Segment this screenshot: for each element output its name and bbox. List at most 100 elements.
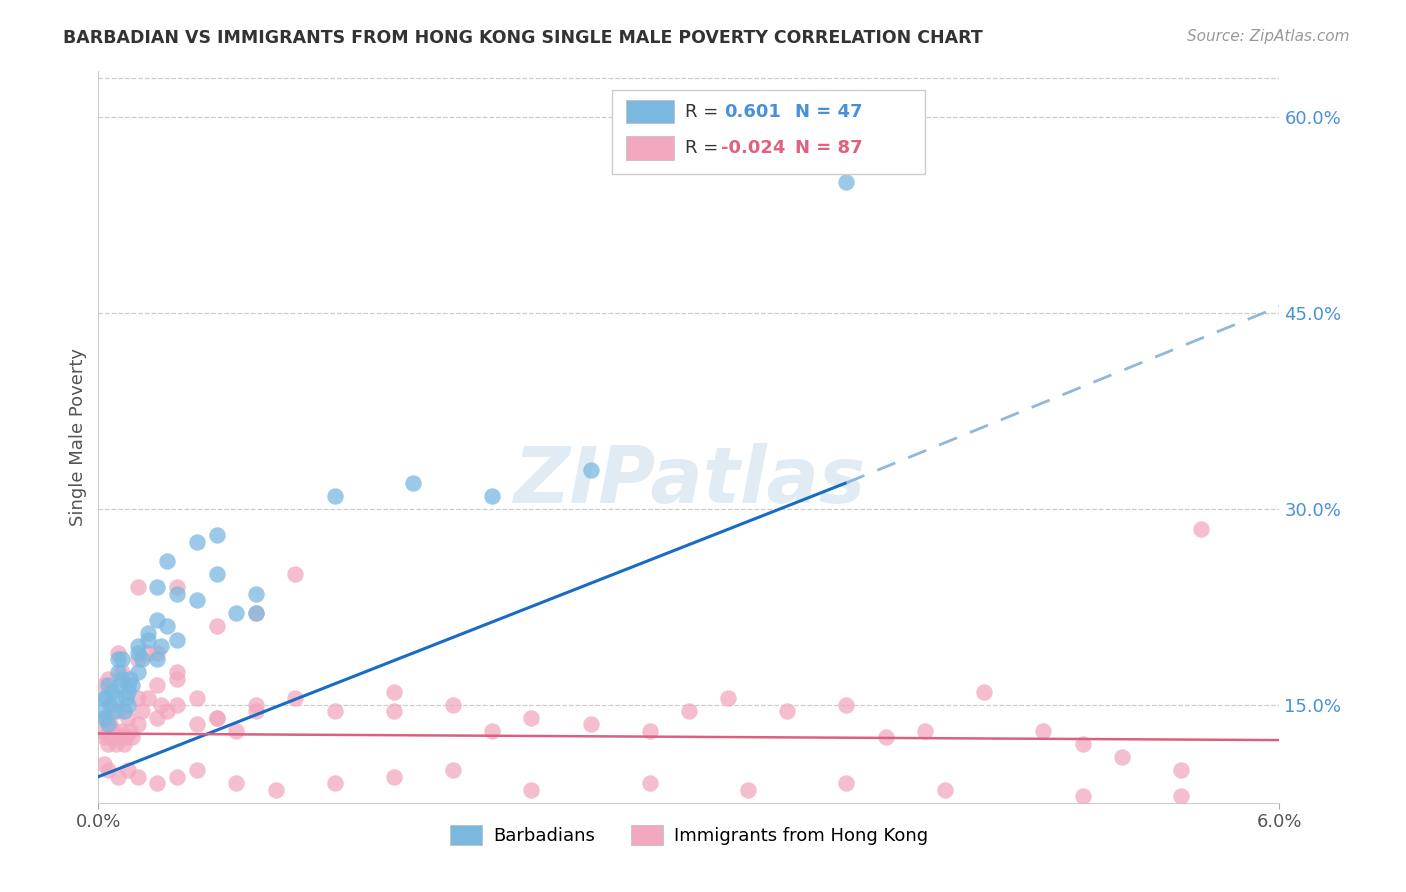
Point [97, 763, 120, 777]
Point [136, 626, 159, 640]
Point [186, 691, 208, 706]
Point [579, 463, 602, 477]
Point [382, 705, 405, 719]
Point [973, 685, 995, 699]
Point [934, 782, 956, 797]
Point [402, 475, 425, 490]
Point [579, 717, 602, 731]
Text: N = 87: N = 87 [796, 139, 863, 157]
Point [146, 776, 169, 790]
Point [284, 567, 307, 582]
Point [93, 731, 115, 745]
Point [225, 607, 247, 621]
Point [118, 723, 141, 738]
Point [105, 737, 128, 751]
Text: Source: ZipAtlas.com: Source: ZipAtlas.com [1187, 29, 1350, 44]
Point [520, 711, 543, 725]
Point [150, 698, 173, 712]
Point [776, 705, 799, 719]
Point [107, 770, 129, 784]
Point [835, 175, 858, 189]
Point [225, 723, 247, 738]
Point [97, 672, 120, 686]
Point [166, 580, 188, 594]
Point [127, 665, 149, 680]
Point [127, 646, 149, 660]
Point [91, 723, 114, 738]
Point [105, 691, 128, 706]
Point [121, 678, 143, 692]
Point [441, 763, 464, 777]
Point [225, 776, 247, 790]
Point [717, 691, 740, 706]
Point [108, 731, 131, 745]
Text: -0.024: -0.024 [721, 139, 785, 157]
Point [127, 652, 149, 666]
Text: ZIPatlas: ZIPatlas [513, 443, 865, 519]
Point [146, 646, 169, 660]
Point [146, 678, 169, 692]
Point [115, 731, 138, 745]
Point [146, 711, 169, 725]
Point [115, 691, 138, 706]
Point [323, 776, 346, 790]
Point [520, 782, 543, 797]
Point [111, 723, 134, 738]
Point [1189, 521, 1212, 535]
Point [107, 652, 129, 666]
Point [136, 691, 159, 706]
Point [101, 685, 124, 699]
Point [875, 731, 897, 745]
Point [156, 705, 179, 719]
Point [638, 776, 661, 790]
Point [678, 705, 700, 719]
Text: N = 47: N = 47 [796, 103, 863, 120]
Point [97, 717, 120, 731]
Point [118, 672, 141, 686]
Point [107, 646, 129, 660]
Point [112, 705, 135, 719]
Point [111, 665, 134, 680]
Point [186, 717, 208, 731]
Point [107, 665, 129, 680]
Text: 0.601: 0.601 [724, 103, 782, 120]
Point [245, 698, 267, 712]
Point [323, 489, 346, 503]
Point [136, 632, 159, 647]
Point [146, 580, 169, 594]
Text: R =: R = [685, 103, 718, 120]
Point [245, 607, 267, 621]
Point [1170, 789, 1192, 804]
Point [245, 705, 267, 719]
Point [1111, 750, 1133, 764]
Point [835, 776, 858, 790]
Point [117, 711, 139, 725]
Point [205, 711, 228, 725]
Point [205, 528, 228, 542]
Point [131, 652, 153, 666]
Point [323, 705, 346, 719]
Legend: Barbadians, Immigrants from Hong Kong: Barbadians, Immigrants from Hong Kong [443, 818, 935, 852]
Point [156, 554, 179, 568]
Point [93, 711, 115, 725]
Point [93, 691, 115, 706]
Point [117, 698, 139, 712]
Point [103, 723, 125, 738]
Point [1071, 737, 1094, 751]
Point [111, 672, 134, 686]
Point [835, 698, 858, 712]
Point [156, 619, 179, 633]
Point [127, 770, 149, 784]
Point [166, 698, 188, 712]
Point [127, 639, 149, 653]
Point [91, 705, 114, 719]
Point [638, 723, 661, 738]
Text: BARBADIAN VS IMMIGRANTS FROM HONG KONG SINGLE MALE POVERTY CORRELATION CHART: BARBADIAN VS IMMIGRANTS FROM HONG KONG S… [63, 29, 983, 46]
FancyBboxPatch shape [612, 90, 925, 174]
Point [131, 705, 153, 719]
Point [441, 698, 464, 712]
Point [121, 731, 143, 745]
Point [481, 723, 503, 738]
Point [112, 737, 135, 751]
Point [205, 619, 228, 633]
